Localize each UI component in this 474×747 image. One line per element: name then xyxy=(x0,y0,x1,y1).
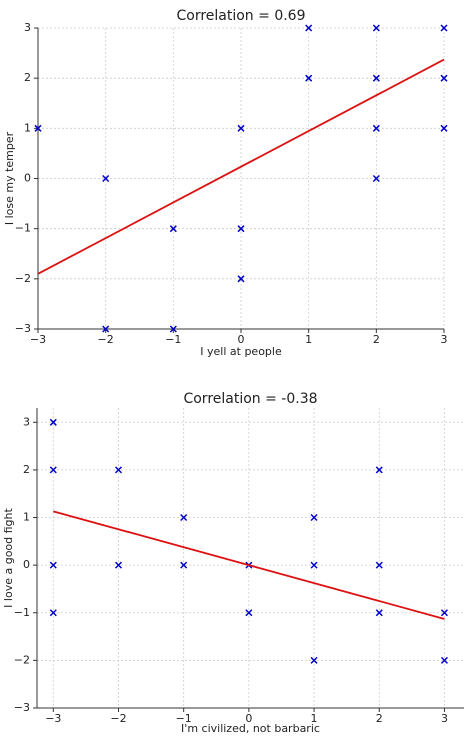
fit-line xyxy=(37,58,445,275)
marker xyxy=(305,74,313,82)
marker xyxy=(34,124,42,132)
y-tick-label: −2 xyxy=(15,272,31,285)
marker xyxy=(372,24,380,32)
marker xyxy=(440,609,448,617)
marker xyxy=(372,124,380,132)
x-tick-label: 1 xyxy=(305,333,312,346)
marker xyxy=(114,561,123,569)
marker xyxy=(102,174,110,183)
fit-line xyxy=(53,510,445,620)
x-tick-label: −2 xyxy=(110,712,126,725)
marker xyxy=(102,325,110,333)
x-tick-label: 2 xyxy=(376,712,383,725)
marker xyxy=(49,466,57,474)
y-tick-label: 3 xyxy=(23,415,30,428)
chart-title: Correlation = -0.38 xyxy=(183,391,317,407)
y-tick-label: 0 xyxy=(24,172,31,185)
marker xyxy=(372,74,380,82)
x-tick-label: 2 xyxy=(373,333,380,346)
y-axis-label: I love a good fight xyxy=(2,507,15,607)
y-tick-label: 1 xyxy=(24,121,31,134)
x-tick-label: −2 xyxy=(98,333,114,346)
marker xyxy=(49,418,57,426)
marker xyxy=(237,124,245,132)
marker xyxy=(310,513,318,522)
y-tick-label: −3 xyxy=(15,322,31,335)
y-tick-label: 3 xyxy=(24,21,31,34)
x-tick-label: 0 xyxy=(245,712,252,725)
marker xyxy=(169,325,177,333)
marker xyxy=(237,225,245,233)
y-tick-label: 1 xyxy=(23,511,30,524)
x-tick-label: −3 xyxy=(45,712,61,725)
y-tick-label: −3 xyxy=(14,701,30,714)
marker xyxy=(245,609,253,617)
y-axis-label: I lose my temper xyxy=(3,131,16,225)
x-tick-label: 3 xyxy=(441,712,448,725)
marker xyxy=(375,609,383,617)
marker xyxy=(440,24,448,32)
marker xyxy=(310,656,318,664)
marker xyxy=(440,74,448,82)
x-tick-label: 0 xyxy=(238,333,245,346)
marker xyxy=(372,174,380,183)
marker xyxy=(180,561,188,569)
y-tick-label: 0 xyxy=(23,558,30,571)
marker xyxy=(114,466,123,474)
marker xyxy=(169,225,177,233)
y-tick-label: −1 xyxy=(15,222,31,235)
y-tick-label: 2 xyxy=(23,463,30,476)
x-tick-label: 1 xyxy=(311,712,318,725)
marker xyxy=(375,466,383,474)
marker xyxy=(49,561,57,569)
x-tick-label: −3 xyxy=(30,333,46,346)
marker xyxy=(305,24,313,32)
marker xyxy=(310,561,318,569)
marker xyxy=(440,124,448,132)
y-tick-label: −2 xyxy=(14,653,30,666)
x-tick-label: −1 xyxy=(176,712,192,725)
x-axis-label: I'm civilized, not barbaric xyxy=(181,722,320,735)
marker xyxy=(237,275,245,283)
y-tick-label: −1 xyxy=(14,606,30,619)
x-axis-label: I yell at people xyxy=(200,345,282,358)
marker xyxy=(49,609,57,617)
chart-title: Correlation = 0.69 xyxy=(176,8,305,24)
marker xyxy=(180,513,188,522)
x-tick-label: −1 xyxy=(165,333,181,346)
marker xyxy=(375,561,383,569)
x-tick-label: 3 xyxy=(441,333,448,346)
y-tick-label: 2 xyxy=(24,71,31,84)
marker xyxy=(440,656,448,664)
